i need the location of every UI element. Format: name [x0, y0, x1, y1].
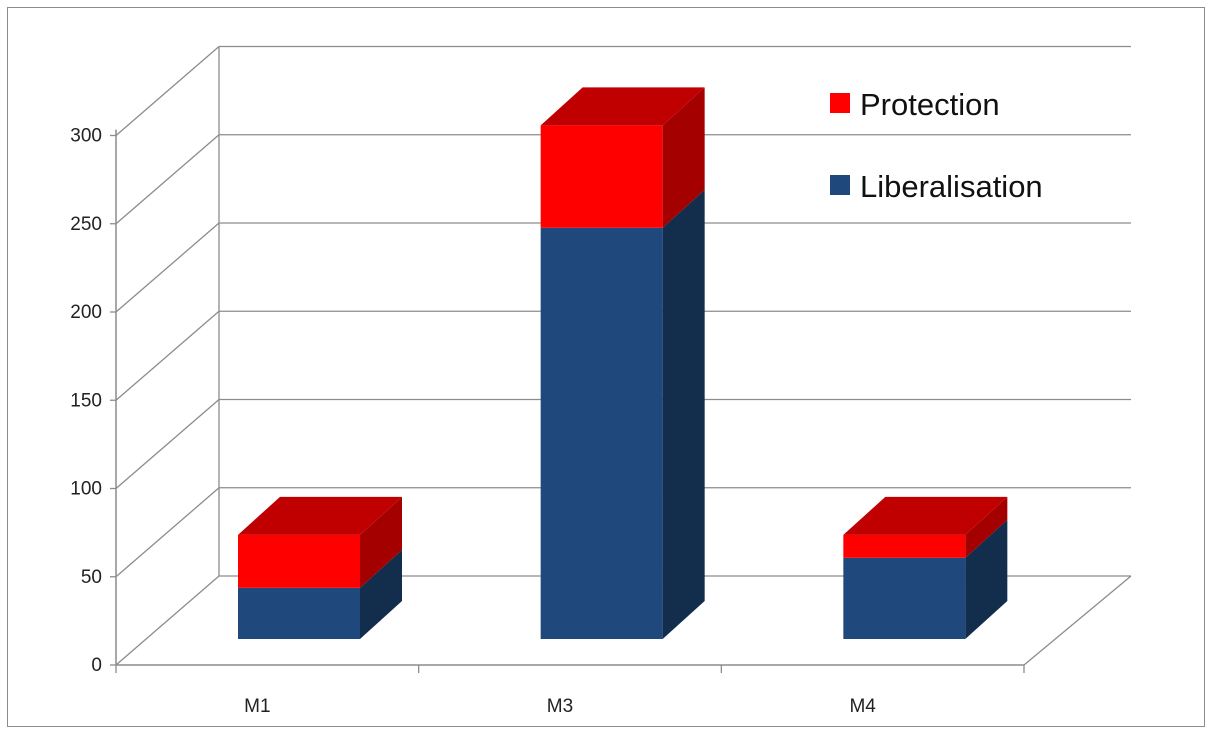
stacked-3d-bar-chart: 0 50 100 150 200 250 300 M1 M3 M4 Protection Libe…: [70, 45, 1132, 717]
y-tick-label: 150: [70, 390, 102, 411]
side-wall-gridline: [115, 487, 220, 578]
bar-side-liberalisation-M4: [965, 519, 1008, 639]
y-tick-label: 300: [70, 126, 102, 147]
x-tick-label-M4: M4: [849, 696, 876, 717]
side-wall-gridline: [115, 399, 220, 489]
side-wall-gridline: [115, 46, 220, 136]
axes: [110, 129, 1025, 673]
x-axis-tick-labels: M1 M3 M4: [244, 696, 876, 717]
bar-side-protection-M4: [965, 496, 1008, 558]
bar-side-protection-M3: [662, 87, 705, 228]
legend: Protection Liberalisation: [830, 87, 1043, 204]
x-tick-label-M3: M3: [547, 696, 573, 717]
legend-label-liberalisation: Liberalisation: [860, 169, 1043, 204]
bar-protection-M3: [540, 125, 663, 228]
y-axis-tick-labels: 0 50 100 150 200 250 300: [70, 126, 102, 677]
side-wall-gridline: [115, 310, 220, 401]
side-wall-gridline: [115, 222, 220, 313]
bar-stack-M4: [843, 496, 1008, 639]
bar-stack-M1: [238, 496, 402, 639]
y-tick-label: 50: [81, 567, 102, 588]
x-tick-label-M1: M1: [244, 696, 270, 717]
y-tick-label: 0: [91, 655, 102, 676]
bar-liberalisation-M4: [843, 557, 966, 639]
bars: [238, 87, 1008, 639]
legend-swatch-protection: [830, 93, 850, 113]
side-wall-gridline: [115, 575, 220, 666]
bar-protection-M4: [843, 534, 966, 558]
bar-side-protection-M1: [360, 496, 402, 588]
legend-swatch-liberalisation: [830, 175, 850, 195]
bar-top-M3: [540, 87, 705, 126]
bar-liberalisation-M1: [238, 587, 360, 639]
y-tick-label: 200: [70, 302, 102, 323]
y-tick-label: 100: [70, 479, 102, 500]
bar-top-M4: [843, 496, 1008, 535]
floor-right-edge: [1023, 575, 1132, 666]
bar-stack-M3: [540, 87, 705, 639]
side-wall-gridline: [115, 134, 220, 225]
bar-side-liberalisation-M3: [662, 189, 705, 639]
legend-label-protection: Protection: [860, 87, 1000, 122]
bar-side-liberalisation-M1: [360, 549, 402, 639]
y-tick-label: 250: [70, 214, 102, 235]
bar-liberalisation-M3: [540, 227, 663, 639]
bar-top-M1: [238, 496, 402, 535]
chart-frame: 0 50 100 150 200 250 300 M1 M3 M4 Protection Libe…: [7, 7, 1205, 727]
bar-protection-M1: [238, 534, 360, 588]
